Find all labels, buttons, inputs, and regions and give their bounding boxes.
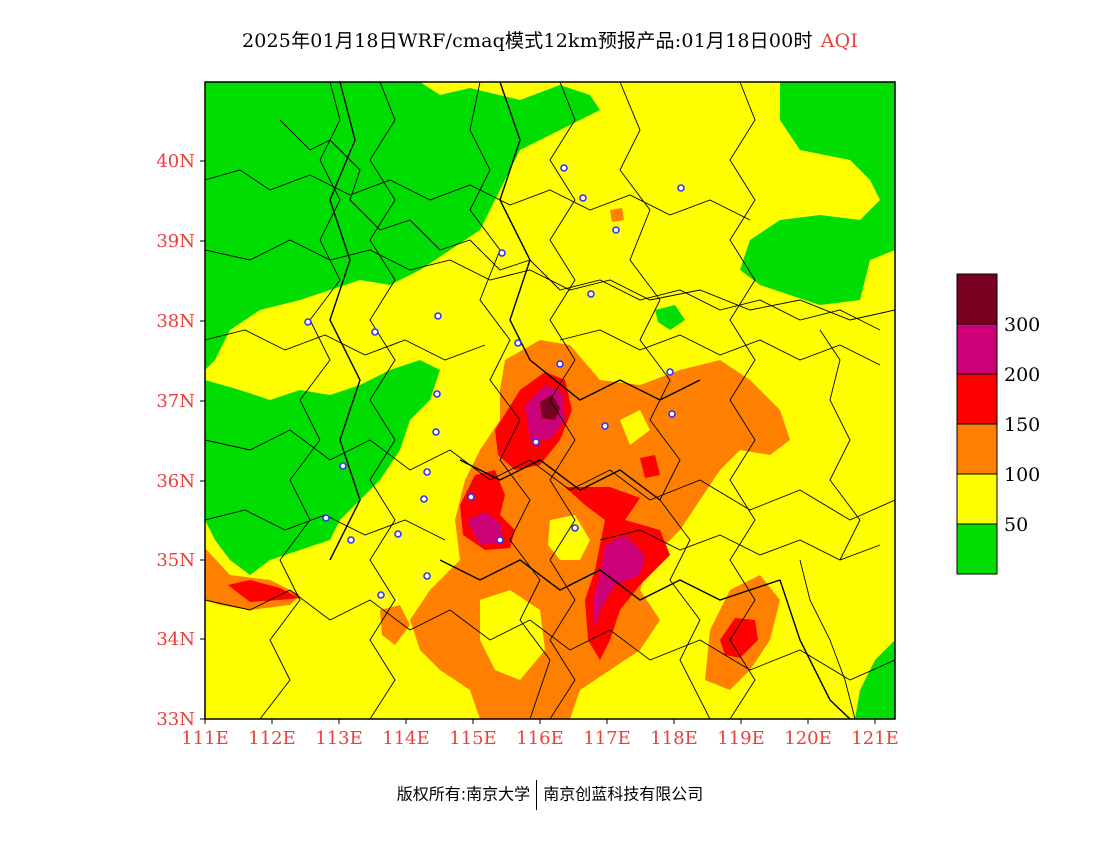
aqi-band-50-100-pocket [620,410,650,445]
lon-tick-label: 111E [181,728,229,749]
legend-colorbar [956,273,998,575]
aqi-band-50-100-pocket [548,515,590,560]
legend-label: 150 [1004,414,1041,436]
lon-tick-label: 113E [315,728,363,749]
aqi-band-200-300 [467,512,502,545]
copyright-company: 南京创蓝科技有限公司 [543,784,704,804]
lat-tick-label: 36N [156,471,195,492]
city-marker [322,514,330,522]
city-marker [532,438,540,446]
legend-swatch-100-150 [956,423,998,475]
city-markers [304,164,685,599]
copyright-footer: 版权所有:南京大学 南京创蓝科技有限公司 [0,780,1100,810]
city-marker [668,410,676,418]
city-marker [601,422,609,430]
city-marker [304,318,312,326]
legend-swatch-150-200 [956,373,998,425]
city-marker [571,524,579,532]
city-marker [420,495,428,503]
lon-tick-label: 121E [851,728,899,749]
lat-tick-label: 34N [156,629,195,650]
city-marker [347,536,355,544]
lon-tick-label: 119E [717,728,765,749]
legend-swatch-300-plus [956,273,998,325]
city-marker [496,536,504,544]
legend-swatch-0-50 [956,523,998,575]
aqi-band-150-200-east [720,618,758,658]
title-variable: AQI [820,30,859,52]
lon-tick-label: 115E [449,728,497,749]
legend-label: 200 [1004,364,1041,386]
aqi-band-0-50-northeast [740,82,895,305]
lat-tick-label: 37N [156,391,195,412]
lon-tick-label: 112E [248,728,296,749]
legend-swatch-200-300 [956,323,998,375]
aqi-band-150-200-spot [640,455,660,478]
lat-tick-label: 39N [156,231,195,252]
city-marker [423,572,431,580]
aqi-field [205,82,895,719]
lon-tick-label: 120E [784,728,832,749]
legend-label: 50 [1004,514,1029,536]
aqi-band-50-100-pocket [480,590,545,680]
aqi-band-100-150-spot [380,605,410,645]
city-marker [514,339,522,347]
aqi-band-0-50-spot [655,305,685,330]
lon-tick-label: 114E [382,728,430,749]
city-marker [371,328,379,336]
aqi-band-100-150-spot [610,208,624,222]
city-marker [377,591,385,599]
city-marker [433,390,441,398]
city-marker [467,493,475,501]
city-marker [612,226,620,234]
legend-label: 300 [1004,314,1041,336]
city-marker [339,462,347,470]
lon-tick-label: 118E [650,728,698,749]
city-marker [579,194,587,202]
aqi-band-300-plus [540,395,560,420]
city-marker [498,249,506,257]
city-marker [587,290,595,298]
aqi-band-0-50-southeast [855,640,895,719]
aqi-band-150-200-west-strip [228,580,300,602]
legend-swatch-50-100 [956,473,998,525]
city-marker [677,184,685,192]
lat-tick-label: 38N [156,311,195,332]
city-marker [434,312,442,320]
legend-label: 100 [1004,464,1041,486]
city-marker [423,468,431,476]
lon-tick-label: 117E [583,728,631,749]
lon-tick-label: 116E [516,728,564,749]
lat-tick-label: 40N [156,151,195,172]
copyright-owner: 版权所有:南京大学 [396,784,531,804]
aqi-band-0-50-west [205,82,600,370]
county-boundaries [205,82,895,719]
aqi-band-200-300 [593,535,645,630]
lat-tick-label: 33N [156,709,195,730]
footer-separator [536,780,538,810]
city-marker [560,164,568,172]
city-marker [666,368,674,376]
tick-marks [200,160,876,724]
aqi-band-0-50-west [205,360,440,575]
province-boundaries [329,82,851,719]
chart-title: 2025年01月18日WRF/cmaq模式12km预报产品:01月18日00时 A… [0,26,1100,53]
title-main: 2025年01月18日WRF/cmaq模式12km预报产品:01月18日00时 [241,30,813,52]
city-marker [394,530,402,538]
lat-tick-label: 35N [156,550,195,571]
city-marker [432,428,440,436]
city-marker [556,360,564,368]
